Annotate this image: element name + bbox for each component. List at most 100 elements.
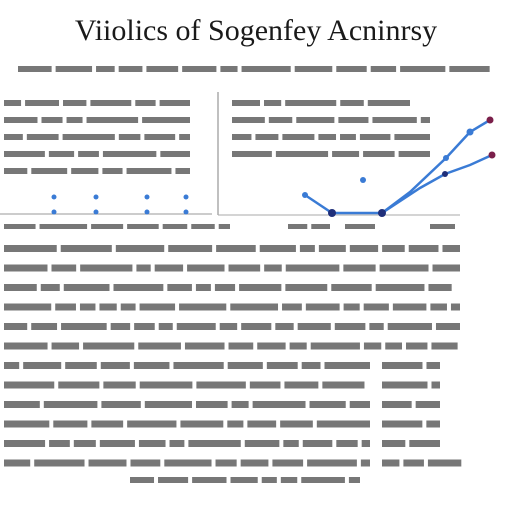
text-line — [218, 224, 230, 229]
text-line — [162, 224, 188, 229]
text-line — [230, 303, 279, 311]
illegible-text — [4, 66, 490, 483]
text-line — [450, 303, 460, 311]
text-line — [426, 420, 440, 428]
text-line — [336, 66, 367, 72]
text-line — [164, 459, 212, 467]
text-line — [294, 66, 333, 72]
text-line — [4, 224, 36, 229]
text-line — [285, 284, 328, 291]
text-line — [244, 440, 280, 447]
text-line — [60, 245, 112, 252]
text-line — [43, 401, 98, 408]
text-line — [394, 134, 430, 140]
text-line — [176, 323, 216, 330]
text-line — [158, 323, 173, 330]
text-line — [363, 303, 389, 311]
text-line — [385, 342, 402, 350]
text-line — [299, 245, 315, 252]
text-line — [372, 117, 417, 123]
text-line — [195, 284, 211, 291]
text-line — [88, 459, 127, 467]
text-line — [369, 323, 384, 330]
text-line — [4, 134, 23, 140]
text-line — [73, 440, 96, 447]
text-line — [257, 342, 286, 350]
text-line — [179, 303, 227, 311]
text-line — [4, 459, 31, 467]
text-line — [182, 66, 217, 72]
text-line — [127, 224, 159, 229]
text-line — [168, 245, 213, 252]
text-line — [215, 459, 237, 467]
text-line — [120, 303, 136, 311]
text-line — [187, 264, 225, 272]
text-line — [322, 381, 365, 389]
text-line — [126, 168, 172, 174]
text-line — [302, 440, 333, 447]
text-line — [99, 303, 117, 311]
text-line — [449, 66, 490, 72]
text-line — [99, 440, 135, 447]
text-line — [398, 151, 430, 157]
text-line — [220, 66, 238, 72]
text-line — [169, 440, 185, 447]
text-line — [382, 420, 423, 428]
text-line — [65, 362, 97, 369]
text-line — [240, 459, 269, 467]
text-line — [310, 342, 360, 350]
text-line — [100, 362, 130, 369]
text-line — [53, 420, 88, 428]
text-line — [49, 440, 70, 447]
text-line — [280, 477, 298, 483]
text-line — [316, 420, 370, 428]
text-line — [41, 117, 63, 123]
text-line — [361, 440, 370, 447]
dot — [144, 209, 150, 215]
text-line — [360, 459, 370, 467]
text-line — [4, 420, 50, 428]
text-line — [146, 66, 179, 72]
text-line — [331, 284, 372, 291]
text-line — [382, 381, 428, 389]
text-line — [180, 420, 224, 428]
text-line — [431, 381, 440, 389]
text-line — [31, 168, 68, 174]
text-line — [400, 66, 446, 72]
text-line — [18, 66, 52, 72]
text-line — [55, 303, 76, 311]
dot — [443, 155, 449, 161]
text-line — [158, 477, 189, 483]
dot — [488, 151, 496, 159]
text-line — [184, 342, 225, 350]
text-line — [4, 245, 57, 252]
text-line — [39, 224, 88, 229]
text-line — [159, 100, 190, 106]
text-line — [349, 245, 379, 252]
text-line — [363, 342, 382, 350]
text-line — [345, 224, 375, 229]
text-line — [259, 245, 296, 252]
text-line — [103, 381, 136, 389]
text-line — [25, 100, 60, 106]
text-line — [296, 117, 335, 123]
text-line — [382, 245, 405, 252]
text-line — [301, 362, 321, 369]
text-line — [430, 303, 447, 311]
text-line — [252, 401, 306, 408]
text-line — [196, 381, 246, 389]
text-line — [175, 168, 190, 174]
text-line — [405, 342, 428, 350]
text-line — [324, 362, 370, 369]
text-line — [110, 323, 131, 330]
text-line — [55, 66, 93, 72]
text-line — [34, 459, 85, 467]
text-line — [86, 117, 139, 123]
line — [381, 153, 493, 215]
text-line — [232, 134, 252, 140]
text-line — [127, 420, 177, 428]
text-line — [78, 151, 99, 157]
dot — [328, 209, 336, 217]
text-line — [336, 440, 358, 447]
text-line — [48, 151, 75, 157]
